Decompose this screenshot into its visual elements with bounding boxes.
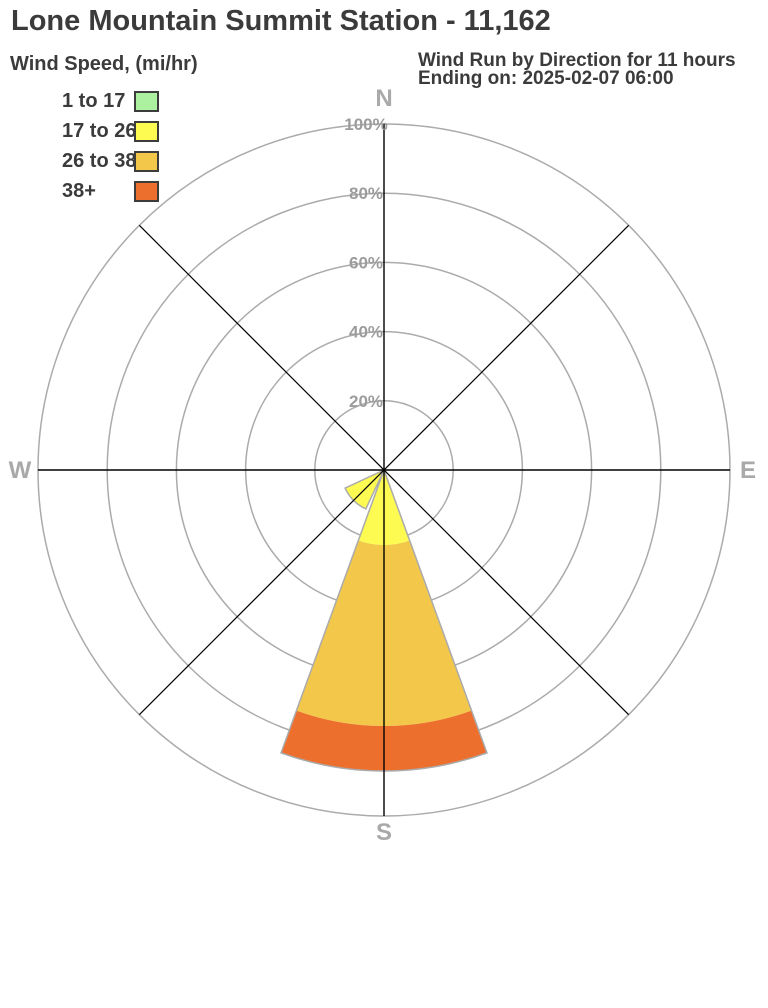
subtitle-line2: Ending on: 2025-02-07 06:00 [418,68,674,89]
wind-speed-legend: 1 to 17 17 to 26 26 to 38 38+ [62,86,159,206]
legend-item-label: 17 to 26 [62,119,137,142]
legend-swatch [134,150,159,172]
chart-subtitle: Wind Run by Direction for 11 hours Endin… [418,50,736,89]
legend-swatch [134,180,159,202]
ring-label-80: 80% [349,184,383,203]
legend-item: 17 to 26 [62,116,159,146]
legend-item-label: 26 to 38 [62,149,137,172]
legend-swatch [134,90,159,112]
legend-item: 1 to 17 [62,86,159,116]
legend-item: 26 to 38 [62,146,159,176]
legend-item: 38+ [62,176,159,206]
axis-ne-sw [138,224,630,716]
legend-item-label: 1 to 17 [62,89,126,112]
page-title: Lone Mountain Summit Station - 11,162 [11,5,551,37]
compass-label-s: S [376,819,392,846]
ring-label-20: 20% [349,392,383,411]
compass-label-n: N [375,85,392,112]
legend-swatch [134,120,159,142]
ring-label-60: 60% [349,253,383,272]
wind-speed-legend-heading: Wind Speed, (mi/hr) [10,53,198,75]
ring-label-40: 40% [349,323,383,342]
subtitle-line1: Wind Run by Direction for 11 hours [418,50,736,71]
compass-label-w: W [9,457,32,484]
compass-label-e: E [740,457,756,484]
ring-label-100: 100% [344,115,387,134]
legend-item-label: 38+ [62,179,96,202]
